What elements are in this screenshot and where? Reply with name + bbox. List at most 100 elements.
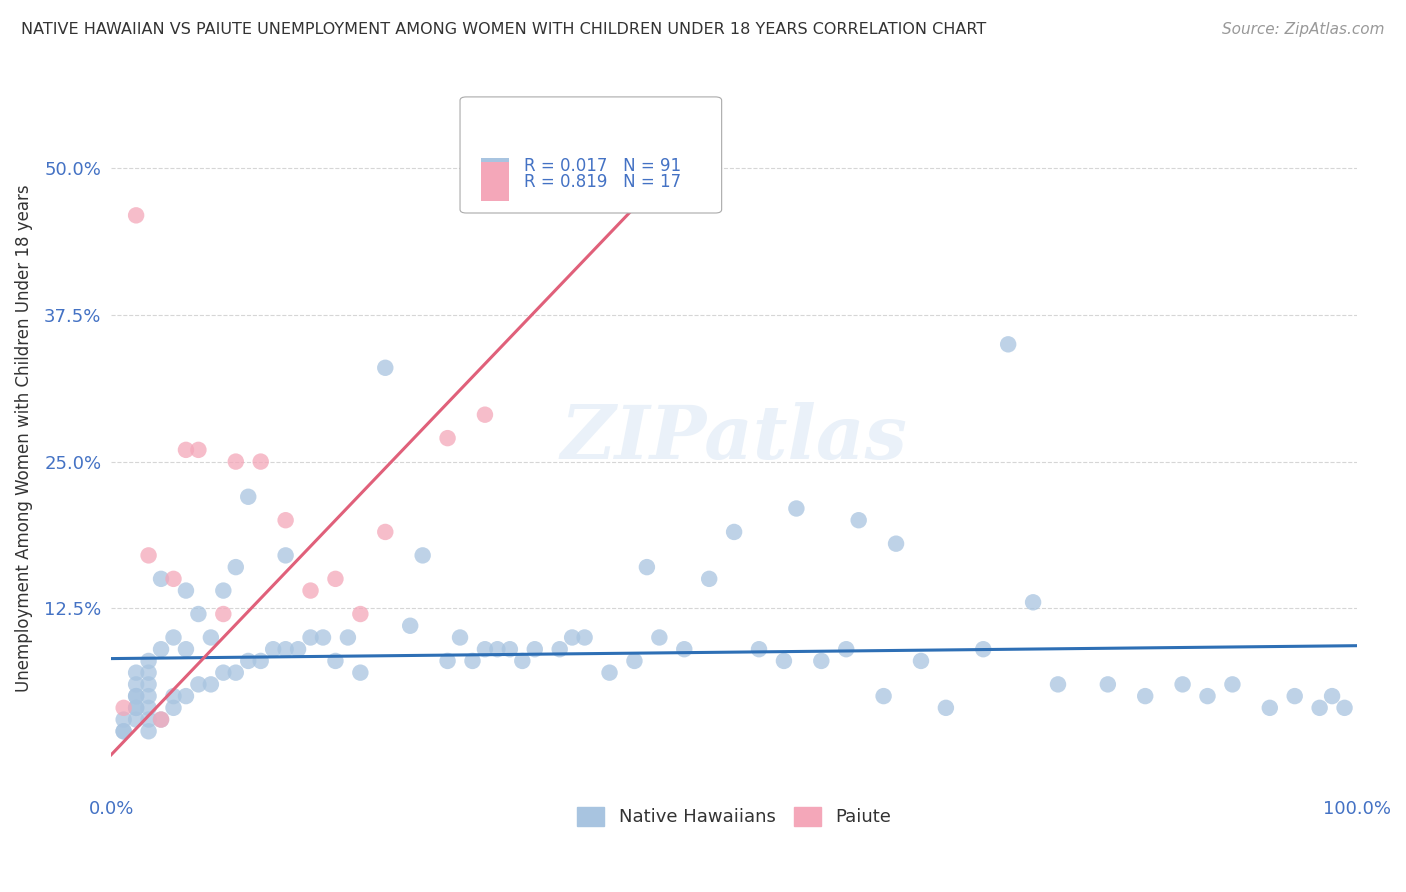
Point (262, 642, 284, 657)
Point (997, 337, 1019, 351)
Point (200, 677, 222, 691)
Point (138, 665, 160, 680)
Point (349, 607, 371, 621)
Point (249, 454, 271, 468)
Point (474, 642, 496, 657)
Point (835, 642, 858, 657)
Point (125, 713, 148, 727)
Point (138, 724, 160, 739)
Point (785, 501, 807, 516)
Point (1022, 595, 1045, 609)
Point (112, 713, 135, 727)
Point (200, 631, 222, 645)
Point (636, 560, 658, 574)
Point (138, 689, 160, 703)
Point (499, 642, 522, 657)
Point (274, 549, 297, 563)
Point (274, 513, 297, 527)
Point (1320, 689, 1343, 703)
Point (162, 689, 184, 703)
Point (138, 701, 160, 715)
Text: Source: ZipAtlas.com: Source: ZipAtlas.com (1222, 22, 1385, 37)
Point (1333, 701, 1355, 715)
Point (773, 654, 796, 668)
Point (162, 631, 184, 645)
Point (162, 701, 184, 715)
Point (697, 572, 720, 586)
Point (1309, 701, 1331, 715)
Point (238, 654, 260, 668)
Point (299, 631, 322, 645)
Point (910, 654, 932, 668)
Point (112, 724, 135, 739)
Text: R = 0.819   N = 17: R = 0.819 N = 17 (523, 173, 681, 191)
Point (1197, 689, 1219, 703)
Point (150, 572, 173, 586)
Point (935, 701, 957, 715)
Point (150, 713, 173, 727)
Point (187, 677, 209, 691)
Bar (481, 159, 509, 197)
Point (561, 631, 583, 645)
Bar (481, 162, 509, 201)
Point (138, 677, 160, 691)
Point (174, 642, 197, 657)
Point (125, 701, 148, 715)
Point (312, 631, 335, 645)
Point (1258, 701, 1281, 715)
Point (436, 654, 458, 668)
Point (872, 689, 894, 703)
Point (138, 549, 160, 563)
Point (287, 642, 309, 657)
Point (249, 654, 271, 668)
Point (623, 654, 645, 668)
Point (125, 701, 148, 715)
Point (748, 642, 770, 657)
Point (399, 619, 422, 633)
Point (299, 583, 322, 598)
Point (138, 713, 160, 727)
Point (574, 631, 596, 645)
Point (374, 360, 396, 375)
Point (174, 689, 197, 703)
Point (349, 665, 371, 680)
Point (138, 654, 160, 668)
Point (523, 642, 546, 657)
Point (474, 408, 496, 422)
Point (599, 665, 621, 680)
Point (848, 513, 870, 527)
Point (187, 607, 209, 621)
Point (212, 607, 235, 621)
Point (461, 654, 484, 668)
Point (325, 572, 347, 586)
Point (972, 642, 994, 657)
Point (1171, 677, 1194, 691)
Point (150, 713, 173, 727)
Point (125, 665, 148, 680)
Point (150, 642, 173, 657)
Text: R = 0.017   N = 91: R = 0.017 N = 91 (523, 156, 681, 175)
Point (125, 208, 148, 222)
Point (162, 572, 184, 586)
Point (274, 642, 297, 657)
Point (225, 560, 247, 574)
Point (412, 549, 434, 563)
Point (449, 631, 471, 645)
Point (238, 490, 260, 504)
Point (1046, 677, 1069, 691)
Point (810, 654, 832, 668)
Point (884, 536, 907, 550)
Point (125, 677, 148, 691)
Point (673, 642, 696, 657)
Point (325, 654, 347, 668)
Point (174, 583, 197, 598)
Point (225, 665, 247, 680)
Point (125, 689, 148, 703)
Point (225, 454, 247, 468)
Text: NATIVE HAWAIIAN VS PAIUTE UNEMPLOYMENT AMONG WOMEN WITH CHILDREN UNDER 18 YEARS : NATIVE HAWAIIAN VS PAIUTE UNEMPLOYMENT A… (21, 22, 987, 37)
Point (648, 631, 671, 645)
Point (486, 642, 509, 657)
Point (125, 689, 148, 703)
Point (436, 431, 458, 445)
Point (212, 583, 235, 598)
